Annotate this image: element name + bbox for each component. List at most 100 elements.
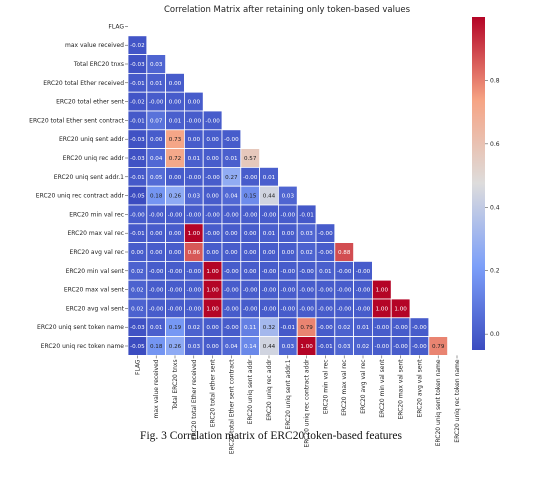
- cell-value-r16-c4: 0.00: [206, 325, 219, 331]
- cell-value-r10-c5: -0.00: [224, 212, 239, 218]
- cell-value-r13-c7: -0.00: [262, 269, 277, 275]
- cell-value-r3-c0: -0.01: [130, 81, 145, 87]
- cell-value-r14-c3: -0.00: [187, 288, 202, 294]
- cell-value-r17-c5: 0.04: [225, 344, 238, 350]
- y-tick-erc20-min-val-rec: ERC20 min val rec: [69, 211, 124, 218]
- cell-value-r15-c14: 1.00: [394, 306, 407, 312]
- y-tick-erc20-max-val-rec: ERC20 max val rec: [68, 230, 125, 237]
- cell-value-r17-c12: 0.02: [357, 344, 369, 350]
- cell-value-r14-c12: -0.00: [356, 288, 371, 294]
- x-tick-erc20-uniq-sent-token-name: ERC20 uniq sent token name: [435, 359, 442, 446]
- cell-value-r15-c12: -0.00: [356, 306, 371, 312]
- y-tick-erc20-max-val-sent: ERC20 max val sent: [64, 287, 125, 294]
- cell-value-r15-c4: 1.00: [206, 306, 219, 312]
- cell-value-r16-c3: 0.02: [188, 325, 200, 331]
- cell-value-r10-c0: -0.00: [130, 212, 145, 218]
- cell-value-r17-c3: 0.03: [188, 344, 201, 350]
- y-tick-erc20-total-ether-sent: ERC20 total ether sent: [56, 99, 125, 106]
- colorbar-tick-label-0: 0.0: [490, 331, 500, 338]
- cell-value-r12-c9: 0.02: [300, 250, 312, 256]
- y-tick-total-erc20-tnxs: Total ERC20 tnxs: [73, 61, 124, 68]
- cell-value-r15-c1: -0.00: [149, 306, 164, 312]
- cell-value-r4-c0: -0.02: [130, 100, 144, 106]
- cell-value-r11-c4: -0.00: [205, 231, 220, 237]
- x-tick-erc20-avg-val-sent: ERC20 avg val sent: [416, 359, 423, 418]
- cell-value-r11-c10: -0.00: [318, 231, 333, 237]
- cell-value-r6-c2: 0.73: [169, 137, 182, 143]
- colorbar-tick-label-3: 0.6: [490, 141, 500, 148]
- cell-value-r16-c11: 0.02: [338, 325, 350, 331]
- cell-value-r11-c8: 0.00: [282, 231, 295, 237]
- cell-value-r7-c2: 0.72: [169, 156, 181, 162]
- x-tick-erc20-total-ether-sent-contract: ERC20 total Ether sent contract: [228, 359, 235, 454]
- cell-value-r12-c5: 0.00: [225, 250, 238, 256]
- cell-value-r14-c13: 1.00: [376, 288, 389, 294]
- cell-value-r17-c4: 0.00: [206, 344, 219, 350]
- cell-value-r14-c9: -0.00: [299, 288, 314, 294]
- cell-value-r14-c5: -0.00: [224, 288, 239, 294]
- chart-title: Correlation Matrix after retaining only …: [164, 5, 411, 15]
- colorbar: [472, 17, 485, 350]
- cell-value-r16-c15: -0.00: [412, 325, 427, 331]
- cell-value-r8-c7: 0.01: [263, 175, 276, 181]
- cell-value-r9-c7: 0.44: [263, 194, 276, 200]
- y-tick-erc20-avg-val-rec: ERC20 avg val rec: [70, 249, 124, 256]
- cell-value-r12-c10: -0.00: [318, 250, 333, 256]
- cell-value-r8-c5: 0.27: [225, 175, 238, 181]
- cell-value-r8-c1: 0.05: [150, 175, 163, 181]
- y-tick-flag: FLAG: [108, 23, 124, 30]
- y-tick-erc20-uniq-sent-token-name: ERC20 uniq sent token name: [37, 324, 124, 331]
- cell-value-r11-c2: 0.00: [169, 231, 182, 237]
- cell-value-r16-c9: 0.79: [300, 325, 313, 331]
- cell-value-r8-c4: -0.00: [205, 175, 220, 181]
- x-tick-erc20-max-val-rec: ERC20 max val rec: [341, 359, 348, 416]
- x-tick-erc20-uniq-rec-addr: ERC20 uniq rec addr: [266, 359, 273, 421]
- cell-value-r9-c4: 0.00: [206, 194, 219, 200]
- cell-value-r12-c6: 0.00: [244, 250, 257, 256]
- cell-value-r13-c4: 1.00: [206, 269, 219, 275]
- cell-value-r15-c10: -0.00: [318, 306, 333, 312]
- cell-value-r10-c9: -0.01: [299, 212, 314, 218]
- cell-value-r14-c0: 0.02: [131, 288, 143, 294]
- cell-value-r17-c16: 0.79: [432, 344, 445, 350]
- cell-value-r16-c2: 0.19: [169, 325, 182, 331]
- x-tick-erc20-avg-val-rec: ERC20 avg val rec: [360, 359, 367, 413]
- cell-value-r11-c0: -0.01: [130, 231, 145, 237]
- cell-value-r5-c2: 0.01: [169, 118, 182, 124]
- cell-value-r13-c8: -0.00: [281, 269, 296, 275]
- cell-value-r8-c3: -0.00: [187, 175, 202, 181]
- cell-value-r4-c3: 0.00: [188, 100, 201, 106]
- cell-value-r9-c6: 0.15: [244, 194, 257, 200]
- cell-value-r17-c10: -0.01: [318, 344, 333, 350]
- cell-value-r5-c1: 0.07: [150, 118, 163, 124]
- figure-caption: Fig. 3 Correlation matrix of ERC20 token…: [140, 430, 402, 442]
- x-tick-erc20-max-val-sent: ERC20 max val sent: [398, 359, 405, 420]
- cell-value-r16-c12: 0.01: [357, 325, 370, 331]
- cell-value-r13-c12: -0.00: [356, 269, 371, 275]
- colorbar-tick-label-2: 0.4: [490, 204, 500, 211]
- x-tick-total-erc20-tnxs: Total ERC20 tnxs: [172, 359, 179, 410]
- x-tick-erc20-uniq-rec-token-name: ERC20 uniq rec token name: [454, 359, 461, 443]
- cell-value-r17-c6: 0.14: [244, 344, 257, 350]
- x-tick-erc20-uniq-sent-addr: ERC20 uniq sent addr: [247, 359, 254, 425]
- y-tick-erc20-uniq-rec-contract-addr: ERC20 uniq rec contract addr: [36, 193, 125, 200]
- cell-value-r16-c7: 0.32: [263, 325, 275, 331]
- cell-value-r15-c7: -0.00: [262, 306, 277, 312]
- cell-value-r14-c8: -0.00: [281, 288, 296, 294]
- cell-value-r16-c13: -0.00: [375, 325, 390, 331]
- y-tick-erc20-uniq-rec-addr: ERC20 uniq rec addr: [63, 155, 125, 162]
- cell-value-r5-c3: -0.00: [187, 118, 202, 124]
- cell-value-r9-c3: 0.03: [188, 194, 201, 200]
- cell-value-r8-c6: -0.00: [243, 175, 258, 181]
- cell-value-r2-c1: 0.03: [150, 62, 163, 68]
- cell-value-r7-c4: 0.00: [206, 156, 219, 162]
- x-tick-erc20-uniq-rec-contract-addr: ERC20 uniq rec contract addr: [304, 359, 311, 448]
- cell-value-r14-c10: -0.00: [318, 288, 333, 294]
- cell-value-r17-c13: -0.00: [375, 344, 390, 350]
- cell-value-r17-c1: 0.18: [150, 344, 163, 350]
- cell-value-r13-c6: 0.00: [244, 269, 257, 275]
- cell-value-r17-c2: 0.26: [169, 344, 182, 350]
- cell-value-r6-c5: -0.00: [224, 137, 239, 143]
- cell-value-r14-c2: -0.00: [168, 288, 183, 294]
- cell-value-r16-c10: -0.00: [318, 325, 333, 331]
